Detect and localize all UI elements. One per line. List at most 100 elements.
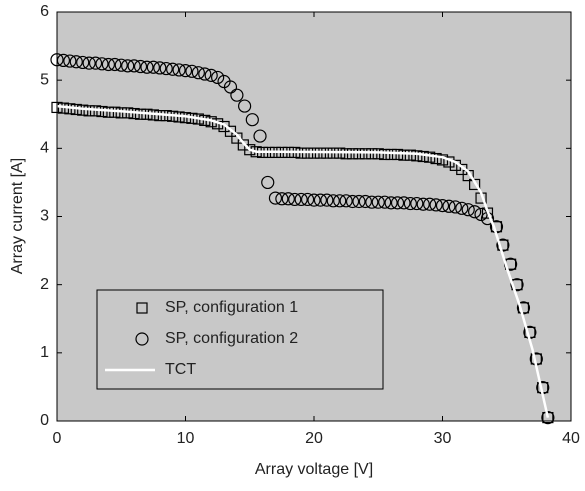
circle-marker: [541, 410, 555, 425]
legend-box: [96, 289, 384, 390]
circle-marker: [352, 194, 366, 209]
circle-marker: [371, 195, 385, 209]
circle-marker: [88, 56, 103, 70]
circle-marker: [410, 196, 424, 211]
circle-marker: [455, 201, 469, 215]
y-axis-label: Array current [A]: [9, 158, 26, 274]
square-marker: [469, 178, 481, 191]
circle-marker: [178, 64, 193, 78]
circle-marker: [127, 59, 141, 73]
circle-marker: [238, 99, 252, 113]
circle-marker: [159, 61, 173, 76]
circle-marker: [496, 238, 510, 252]
y-tick-label: 5: [40, 71, 49, 88]
circle-marker: [333, 194, 347, 208]
square-marker: [398, 149, 410, 161]
circle-marker: [365, 195, 379, 209]
y-tick-label: 3: [40, 208, 49, 225]
square-marker: [411, 150, 423, 162]
legend-label: SP, configuration 2: [165, 330, 298, 347]
circle-marker: [268, 191, 283, 205]
square-marker: [359, 148, 371, 160]
circle-marker: [223, 80, 238, 94]
circle-marker: [442, 199, 456, 213]
y-tick-label: 0: [40, 412, 49, 429]
circle-marker: [101, 57, 116, 72]
square-marker: [379, 148, 391, 161]
x-tick-label: 40: [562, 430, 580, 447]
circle-marker: [516, 301, 531, 315]
circle-marker: [146, 60, 160, 74]
square-marker: [340, 148, 352, 160]
circle-marker: [345, 194, 360, 209]
circle-marker: [121, 59, 135, 73]
circle-marker: [153, 61, 167, 75]
plot-frame: [56, 11, 572, 422]
circle-marker: [378, 195, 392, 209]
x-tick-label: 10: [177, 430, 195, 447]
square-marker: [136, 302, 148, 314]
circle-marker: [416, 197, 430, 211]
square-marker: [346, 148, 359, 160]
square-marker: [366, 148, 378, 160]
circle-marker: [211, 70, 225, 85]
circle-marker: [133, 59, 148, 74]
circle-marker: [307, 193, 321, 207]
circle-marker: [281, 192, 295, 206]
circle-marker: [95, 57, 109, 71]
circle-marker: [230, 88, 244, 102]
circle-marker: [245, 113, 259, 127]
circle-marker: [135, 332, 149, 346]
circle-marker: [300, 192, 315, 207]
circle-marker: [191, 66, 205, 80]
circle-marker: [198, 67, 212, 81]
circle-marker: [313, 193, 328, 207]
circle-marker: [358, 194, 372, 209]
circle-marker: [140, 60, 154, 74]
square-marker: [224, 125, 237, 137]
square-marker: [517, 302, 530, 314]
x-tick-label: 0: [53, 430, 62, 447]
x-tick-label: 30: [434, 430, 452, 447]
circle-marker: [76, 55, 90, 70]
circle-marker: [339, 194, 353, 208]
circle-marker: [114, 58, 128, 72]
x-tick-label: 20: [305, 430, 323, 447]
circle-marker: [253, 129, 267, 143]
line: [56, 104, 550, 418]
square-marker: [404, 149, 416, 161]
y-tick-label: 2: [40, 276, 49, 293]
circle-marker: [326, 194, 340, 208]
circle-marker: [294, 192, 308, 207]
circle-marker: [448, 200, 462, 214]
circle-marker: [185, 64, 199, 78]
circle-marker: [429, 198, 443, 212]
square-marker: [353, 148, 365, 160]
square-marker: [497, 239, 509, 251]
circle-marker: [204, 68, 218, 82]
circle-marker: [423, 197, 437, 211]
y-tick-label: 1: [40, 344, 49, 361]
legend-label: TCT: [165, 361, 196, 378]
square-marker: [244, 144, 256, 156]
y-tick-label: 6: [40, 3, 49, 20]
circle-marker: [510, 278, 524, 292]
circle-marker: [461, 203, 475, 217]
circle-marker: [275, 192, 289, 206]
legend-label: SP, configuration 1: [165, 299, 298, 316]
y-tick-label: 4: [40, 140, 49, 157]
x-axis-label: Array voltage [V]: [255, 461, 373, 478]
circle-marker: [166, 62, 180, 76]
circle-marker: [172, 63, 186, 77]
circle-marker: [320, 193, 334, 207]
circle-marker: [288, 192, 302, 207]
circle-marker: [435, 198, 450, 213]
circle-marker: [468, 205, 482, 219]
circle-marker: [384, 196, 398, 210]
circle-marker: [108, 57, 122, 72]
circle-marker: [69, 55, 83, 69]
square-marker: [83, 105, 95, 117]
circle-marker: [82, 56, 96, 70]
square-marker: [385, 148, 397, 161]
